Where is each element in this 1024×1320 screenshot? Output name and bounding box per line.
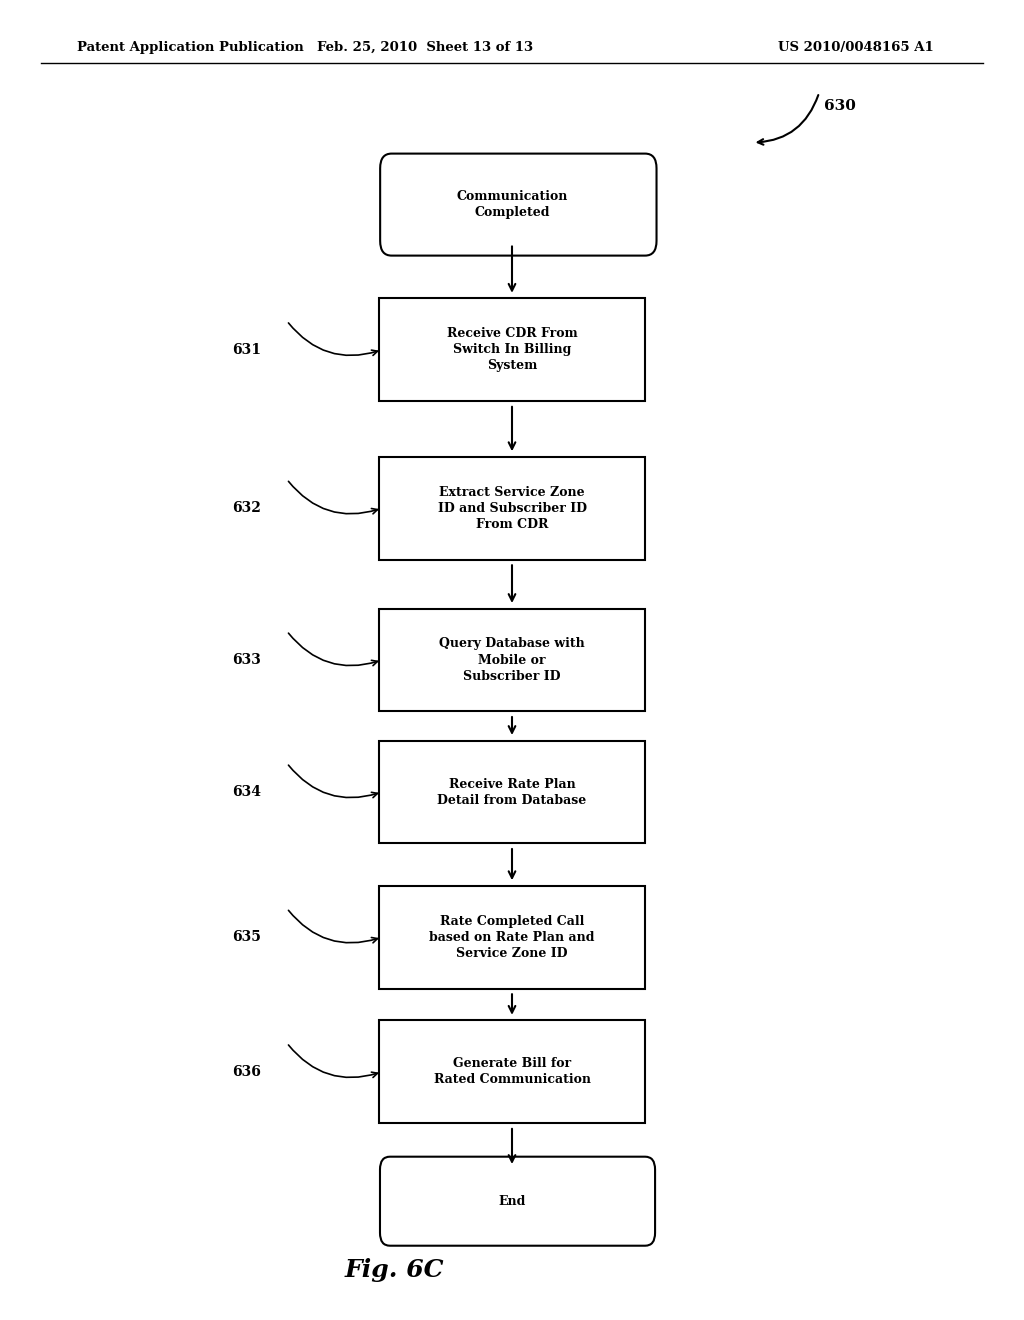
Bar (379, 609, 645, 711)
Text: Receive Rate Plan
Detail from Database: Receive Rate Plan Detail from Database (437, 777, 587, 807)
Text: End: End (499, 1195, 525, 1208)
Text: Patent Application Publication: Patent Application Publication (77, 41, 303, 54)
Text: 636: 636 (232, 1065, 261, 1078)
FancyBboxPatch shape (380, 1156, 655, 1246)
Text: 631: 631 (232, 343, 261, 356)
Text: Rate Completed Call
based on Rate Plan and
Service Zone ID: Rate Completed Call based on Rate Plan a… (429, 915, 595, 960)
Text: US 2010/0048165 A1: US 2010/0048165 A1 (778, 41, 934, 54)
Text: 635: 635 (232, 931, 261, 944)
Bar (379, 298, 645, 401)
Text: Extract Service Zone
ID and Subscriber ID
From CDR: Extract Service Zone ID and Subscriber I… (437, 486, 587, 531)
Text: Generate Bill for
Rated Communication: Generate Bill for Rated Communication (433, 1057, 591, 1086)
Text: 632: 632 (232, 502, 261, 515)
Text: Query Database with
Mobile or
Subscriber ID: Query Database with Mobile or Subscriber… (439, 638, 585, 682)
Bar (379, 741, 645, 843)
Bar (379, 1020, 645, 1123)
Bar (379, 457, 645, 560)
Text: Feb. 25, 2010  Sheet 13 of 13: Feb. 25, 2010 Sheet 13 of 13 (316, 41, 534, 54)
Text: Fig. 6C: Fig. 6C (344, 1258, 444, 1282)
Text: Receive CDR From
Switch In Billing
System: Receive CDR From Switch In Billing Syste… (446, 327, 578, 372)
Text: Communication
Completed: Communication Completed (457, 190, 567, 219)
Text: 634: 634 (232, 785, 261, 799)
Bar (379, 886, 645, 989)
Text: 630: 630 (824, 99, 856, 112)
Text: 633: 633 (232, 653, 261, 667)
FancyBboxPatch shape (380, 153, 656, 256)
